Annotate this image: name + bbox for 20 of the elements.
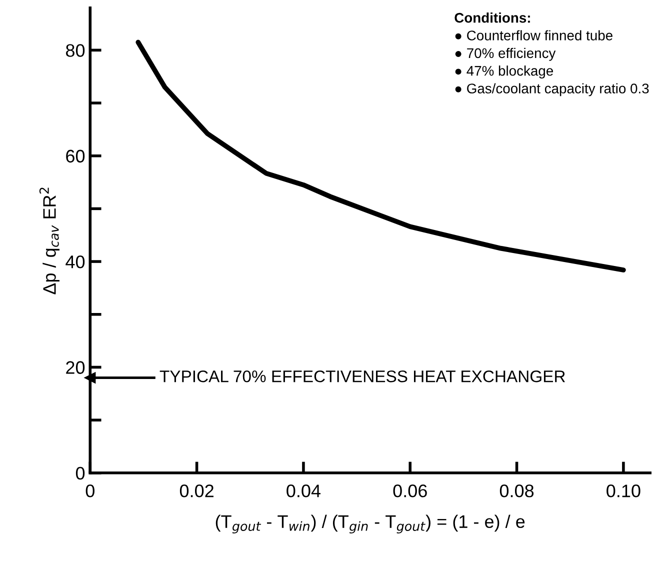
ref-line-label: TYPICAL 70% EFFECTIVENESS HEAT EXCHANGER <box>160 370 565 382</box>
x-tick-label: 0.06 <box>393 484 427 498</box>
x-tick-label: 0.04 <box>286 484 321 498</box>
x-tick-label: 0 <box>86 484 94 498</box>
y-tick-label: 60 <box>66 150 85 163</box>
y-tick-label: 40 <box>66 255 85 268</box>
annotation: ● Gas/coolant capacity ratio 0.3 <box>455 83 649 96</box>
y-tick-label: 20 <box>66 361 85 374</box>
annotation: ● Counterflow finned tube <box>455 30 612 40</box>
y-tick-label: 80 <box>66 44 85 57</box>
y-axis-title: Δp / q$_{cav}$ ER$^{2}$ <box>39 188 60 294</box>
line-series <box>136 40 626 272</box>
x-tick-label: 0.02 <box>180 484 214 498</box>
annotation: ● 70% efficiency <box>455 48 556 61</box>
annotation: Conditions: <box>454 12 530 23</box>
x-tick-label: 0.08 <box>500 484 534 498</box>
annotation: ● 47% blockage <box>455 66 553 78</box>
x-tick-label: 0.10 <box>606 484 640 498</box>
text: (T$_{gout}$ - T$_{win}$) / (T$_{gin}$ - T$_{gout}$) = (1 - e) / e <box>216 514 525 534</box>
y-tick-label: 0 <box>76 466 85 480</box>
